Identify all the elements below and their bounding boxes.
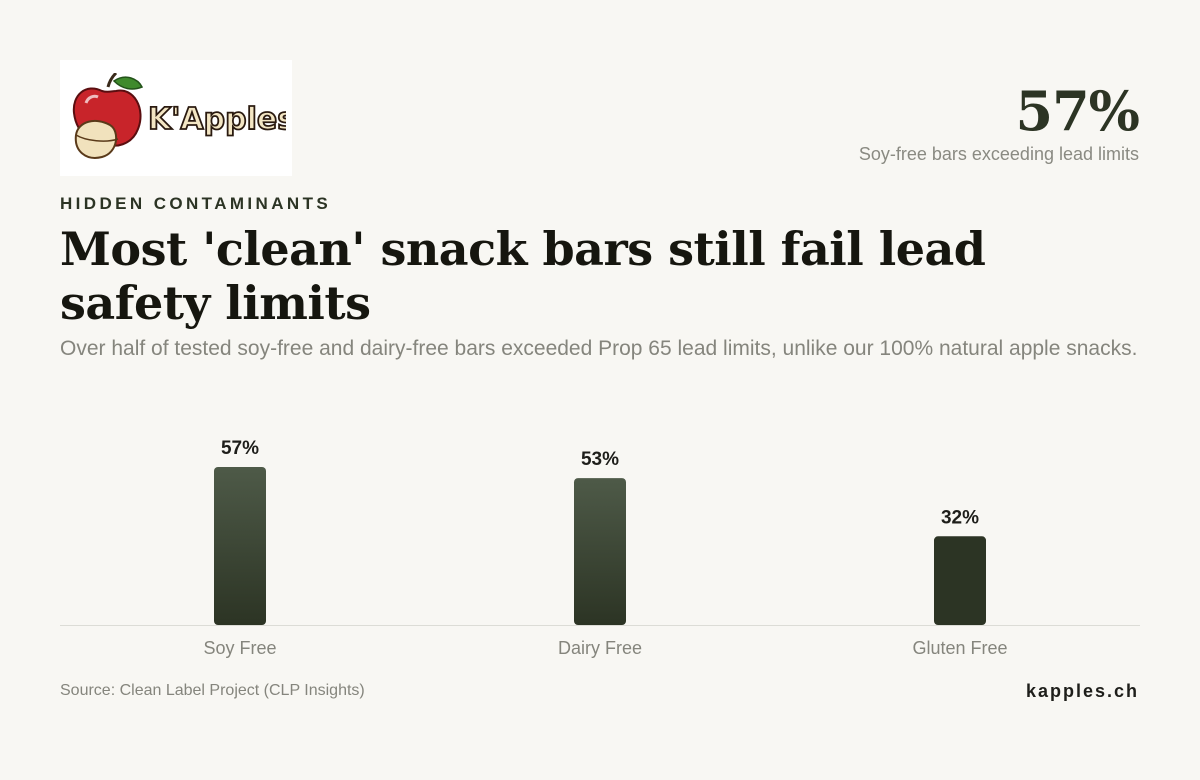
apple-icon: K'Apples <box>72 73 286 159</box>
bar-gluten-free <box>934 536 986 625</box>
logo-text: K'Apples <box>148 102 286 137</box>
brand-link[interactable]: kapples.ch <box>1025 681 1139 701</box>
headline-stat: 57% Soy-free bars exceeding lead limits <box>858 79 1140 165</box>
category-label: Dairy Free <box>558 638 642 658</box>
bar-value-label: 53% <box>581 449 619 470</box>
bar-value-label: 57% <box>221 438 259 459</box>
bar-chart-svg: 57% Soy Free 53% Dairy Free 32% Gluten Free <box>60 438 1140 658</box>
category-label: Gluten Free <box>912 638 1007 658</box>
source-note: Source: Clean Label Project (CLP Insight… <box>60 682 365 699</box>
headline-stat-value: 57% <box>1015 79 1140 143</box>
page-subtitle: Over half of tested soy-free and dairy-f… <box>60 337 1138 360</box>
bar-value-label: 32% <box>941 507 979 528</box>
bar-dairy-free <box>574 478 626 625</box>
page-title: Most 'clean' snack bars still fail lead … <box>60 222 986 330</box>
brand-logo: K'Apples <box>60 60 292 176</box>
bar-chart: 57% Soy Free 53% Dairy Free 32% Gluten Free <box>60 420 1140 670</box>
headline-stat-label: Soy-free bars exceeding lead limits <box>858 144 1139 164</box>
category-label: Soy Free <box>203 638 276 658</box>
eyebrow-label: HIDDEN CONTAMINANTS <box>60 194 332 213</box>
bar-soy-free <box>214 467 266 625</box>
